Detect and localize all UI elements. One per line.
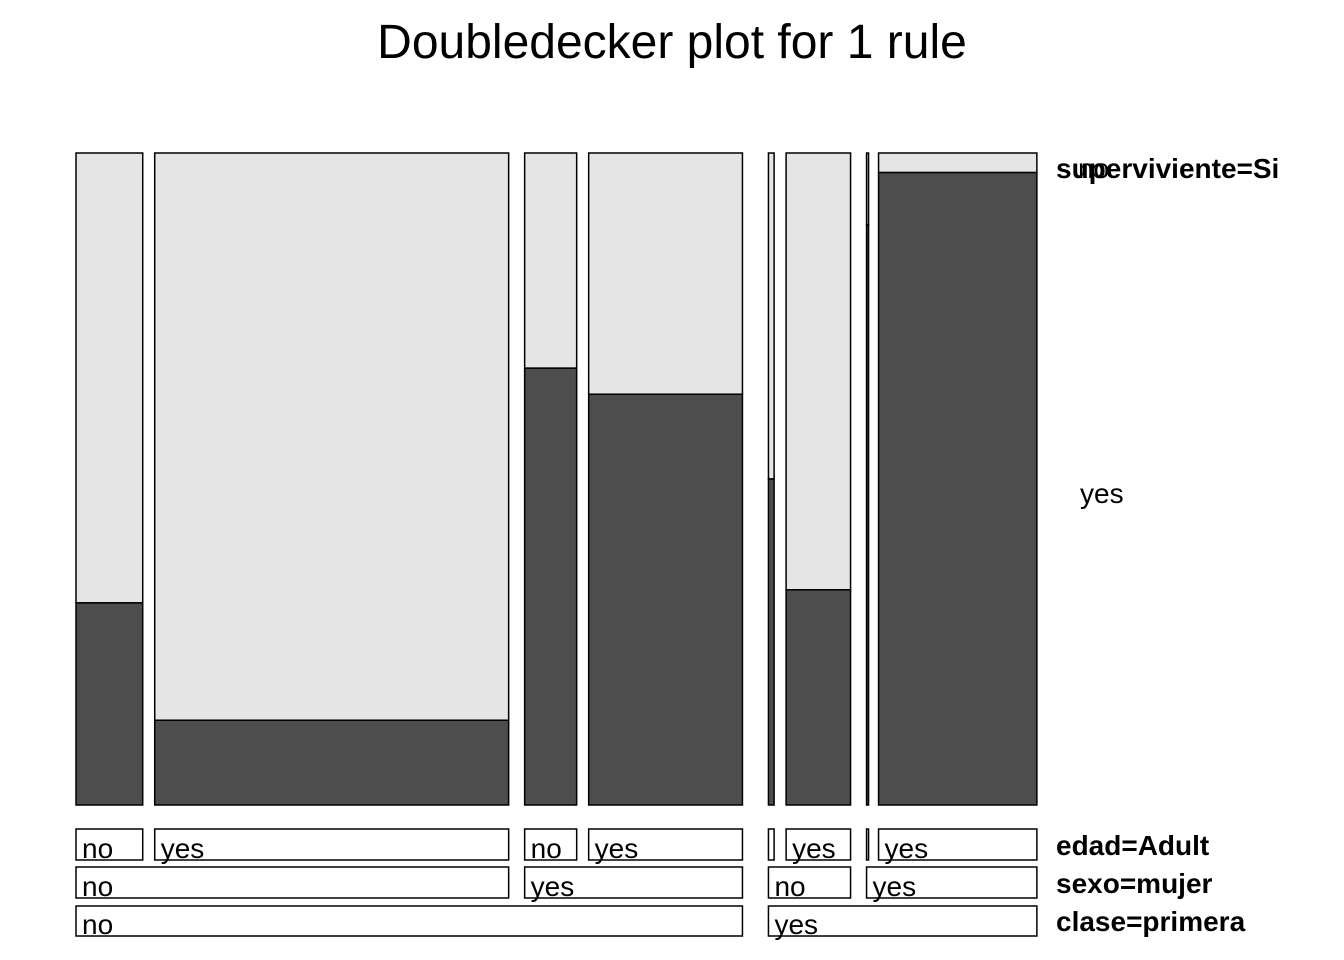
response-level-no-label: no [1078,153,1109,184]
bar-segment-yes [785,589,852,806]
bar-segment-yes [865,223,870,806]
factor-level-label: no [82,909,113,940]
factor-level-label: no [774,871,805,902]
bar-segment-yes [767,478,775,806]
bar-segment-no [865,152,870,226]
bar-segment-no [767,152,775,480]
factor-tile [767,866,852,899]
factor-tile [767,905,1038,937]
factor-level-label: yes [595,833,639,864]
factor-tile [767,828,775,861]
factor-level-label: no [531,833,562,864]
factor-name-label: edad=Adult [1056,830,1209,861]
factor-level-label: yes [774,909,818,940]
factor-tile [865,866,1038,899]
factor-level-label: yes [161,833,205,864]
labels-group: edad=Adult sexo=mujer clase=primera supervi… [1056,153,1279,937]
factor-tile [877,828,1038,861]
factor-tile [75,866,510,899]
factor-level-label: yes [885,833,929,864]
bar-segment-no [75,152,144,604]
factor-tile [587,828,744,861]
factor-level-label: yes [792,833,836,864]
bar-segment-yes [523,367,578,806]
factor-tile [75,905,744,937]
bar-segment-no [877,152,1038,174]
factor-tile [75,828,144,861]
bar-segment-yes [877,171,1038,806]
response-level-yes-label: yes [1080,478,1124,509]
bar-segment-yes [75,602,144,806]
factor-tile [153,828,510,861]
factor-level-label: yes [531,871,575,902]
bar-segment-yes [587,393,744,806]
response-variable-label: superviviente=Si [1056,153,1279,184]
factor-level-label: no [82,871,113,902]
bar-segment-no [523,152,578,369]
factor-tile [523,866,744,899]
factor-name-label: clase=primera [1056,906,1246,937]
chart-title: Doubledecker plot for 1 rule [377,16,967,69]
factor-tile [523,828,578,861]
bar-segment-yes [153,719,510,806]
factor-level-label: no [82,833,113,864]
bar-segment-no [587,152,744,395]
factor-level-label: yes [873,871,917,902]
bars-group [75,152,1038,806]
bar-segment-no [785,152,852,591]
factor-name-label: sexo=mujer [1056,868,1213,899]
factor-tile [865,828,870,861]
factor-tile [785,828,852,861]
bar-segment-no [153,152,510,721]
